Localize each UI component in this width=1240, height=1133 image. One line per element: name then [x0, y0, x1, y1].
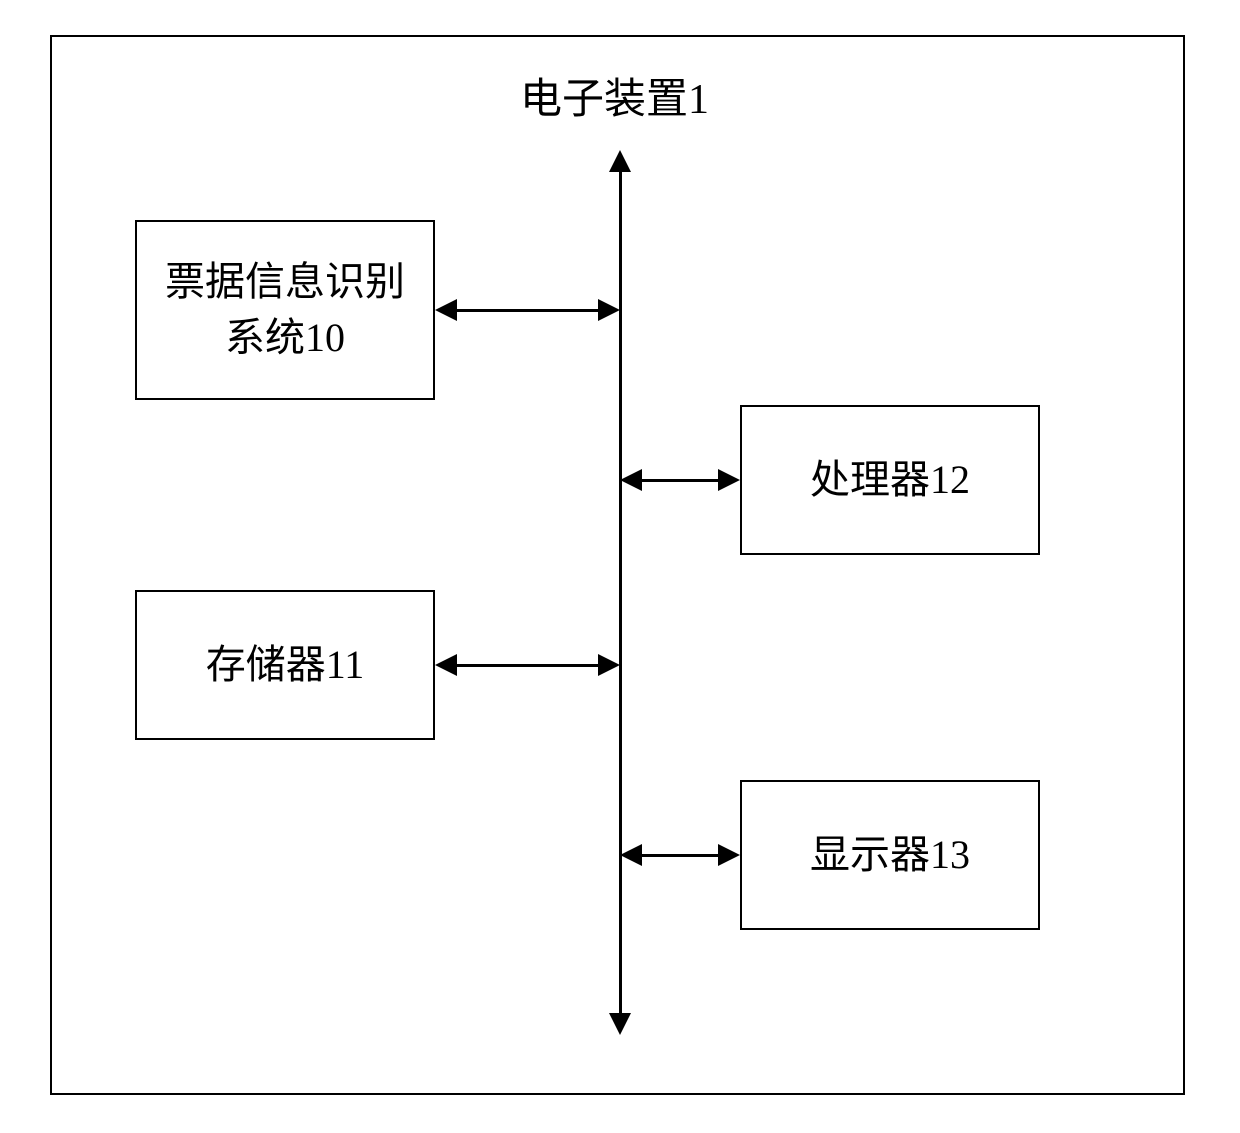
bus-arrow-up-icon [609, 150, 631, 172]
diagram-title: 电子装置1 [520, 65, 709, 126]
outer-container [50, 35, 1185, 1095]
node-memory11: 存储器11 [135, 590, 435, 740]
connector-system10 [457, 309, 598, 312]
arrow-right-icon [598, 299, 620, 321]
arrow-left-icon [620, 469, 642, 491]
node-label: 处理器12 [810, 452, 970, 508]
node-label: 存储器11 [206, 637, 365, 693]
bus-arrow-down-icon [609, 1013, 631, 1035]
arrow-right-icon [598, 654, 620, 676]
arrow-right-icon [718, 469, 740, 491]
node-display13: 显示器13 [740, 780, 1040, 930]
connector-display13 [642, 854, 718, 857]
node-label: 票据信息识别 系统10 [165, 254, 405, 366]
arrow-left-icon [435, 654, 457, 676]
connector-processor12 [642, 479, 718, 482]
node-label: 显示器13 [810, 827, 970, 883]
node-system10: 票据信息识别 系统10 [135, 220, 435, 400]
node-processor12: 处理器12 [740, 405, 1040, 555]
arrow-left-icon [435, 299, 457, 321]
arrow-left-icon [620, 844, 642, 866]
connector-memory11 [457, 664, 598, 667]
arrow-right-icon [718, 844, 740, 866]
